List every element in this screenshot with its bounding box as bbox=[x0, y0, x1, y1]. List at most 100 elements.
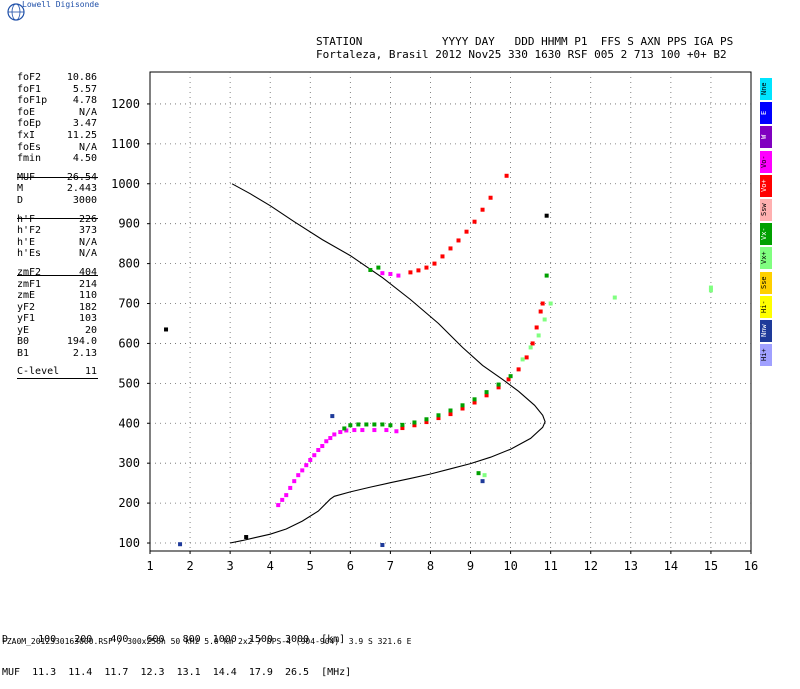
param-label: D bbox=[17, 194, 24, 206]
param-label: foF2 bbox=[17, 72, 42, 83]
y-tick-labels: 100 200 300 400 500 600 700 800 900 1000 1100 1200 bbox=[111, 97, 140, 550]
echo-point bbox=[364, 422, 369, 427]
param-divider bbox=[17, 218, 98, 219]
x-tick-label: 14 bbox=[664, 559, 678, 573]
param-value: 4.78 bbox=[72, 95, 97, 107]
param-row: D 3000 bbox=[17, 195, 97, 207]
echo-point bbox=[506, 377, 511, 382]
echo-point bbox=[178, 542, 183, 547]
echo-point bbox=[416, 268, 421, 273]
legend-item: Hi+ bbox=[760, 344, 772, 367]
param-row: fxI 11.25 bbox=[17, 130, 97, 142]
echo-point bbox=[288, 485, 293, 490]
echo-point bbox=[436, 413, 441, 418]
y-tick-label: 1200 bbox=[111, 97, 140, 111]
param-row: h'F 226 bbox=[17, 214, 97, 226]
echo-point bbox=[276, 503, 281, 508]
y-tick-label: 1100 bbox=[111, 137, 140, 151]
param-label: h'E bbox=[17, 236, 36, 248]
param-value: 5.57 bbox=[72, 83, 97, 95]
echo-point bbox=[460, 403, 465, 408]
scaled-parameters: foF2 10.86 foF1 5.57 foF1p 4.78 foE N/A foEp 3.47… bbox=[17, 72, 97, 377]
x-tick-label: 12 bbox=[584, 559, 598, 573]
param-row: foF2 10.86 bbox=[17, 72, 97, 84]
x-tick-label: 8 bbox=[427, 559, 434, 573]
brand-name: Lowell Digisonde bbox=[22, 0, 100, 9]
echo-point bbox=[448, 412, 453, 417]
param-divider bbox=[17, 378, 98, 379]
echo-point bbox=[544, 273, 549, 278]
muf-table-muf-row: MUF 11.3 11.4 11.7 12.3 13.1 14.4 17.9 2… bbox=[2, 667, 352, 678]
param-label: yF1 bbox=[17, 313, 36, 325]
echo-point bbox=[536, 333, 541, 338]
y-tick-label: 200 bbox=[118, 496, 140, 510]
param-value: 3.47 bbox=[72, 118, 97, 130]
echo-point bbox=[384, 428, 389, 433]
header-values: Fortaleza, Brasil 2012 Nov25 330 1630 RS… bbox=[316, 48, 727, 61]
param-value: 10.86 bbox=[66, 72, 97, 83]
param-value: 404 bbox=[78, 266, 97, 278]
echo-point bbox=[516, 367, 521, 372]
param-row: C-level 11 bbox=[17, 366, 97, 378]
x-tick-label: 10 bbox=[503, 559, 517, 573]
param-label: foF1 bbox=[17, 83, 42, 95]
echo-point bbox=[408, 270, 413, 275]
echo-point bbox=[544, 213, 549, 218]
echo-point bbox=[708, 285, 713, 290]
param-value: 4.50 bbox=[72, 153, 97, 165]
param-value: 373 bbox=[78, 225, 97, 237]
x-tick-label: 7 bbox=[387, 559, 394, 573]
echo-point bbox=[482, 473, 487, 478]
param-label: foE bbox=[17, 106, 36, 118]
param-row: h'Es N/A bbox=[17, 248, 97, 260]
echo-point bbox=[316, 448, 321, 453]
legend-item: Hi- bbox=[760, 295, 772, 318]
echo-point bbox=[448, 246, 453, 251]
param-label: foF1p bbox=[17, 95, 48, 107]
echo-point bbox=[480, 207, 485, 212]
echo-point bbox=[372, 422, 377, 427]
echo-point bbox=[480, 479, 485, 484]
echo-point bbox=[332, 432, 337, 437]
param-row: M 2.443 bbox=[17, 183, 97, 195]
param-row: yF1 103 bbox=[17, 313, 97, 325]
x-tick-label: 11 bbox=[543, 559, 557, 573]
globe-icon bbox=[7, 3, 25, 21]
param-value: 110 bbox=[78, 290, 97, 302]
param-row: foEp 3.47 bbox=[17, 118, 97, 130]
y-tick-label: 1000 bbox=[111, 177, 140, 191]
param-label: foEs bbox=[17, 141, 42, 153]
echo-point bbox=[530, 341, 535, 346]
y-tick-label: 900 bbox=[118, 217, 140, 231]
echo-point bbox=[394, 429, 399, 434]
echo-point bbox=[244, 535, 249, 540]
echo-point bbox=[538, 309, 543, 314]
echo-point bbox=[456, 238, 461, 243]
echo-point bbox=[412, 420, 417, 425]
grid bbox=[147, 72, 752, 554]
y-tick-label: 400 bbox=[118, 416, 140, 430]
echo-point bbox=[520, 357, 525, 362]
echo-point bbox=[330, 414, 335, 419]
param-row: zmF2 404 bbox=[17, 267, 97, 279]
legend-item: Vo+ bbox=[760, 174, 772, 197]
echo-point bbox=[484, 393, 489, 398]
echo-point bbox=[338, 430, 343, 435]
echo-point bbox=[708, 288, 713, 293]
legend-item: Nne bbox=[760, 78, 772, 100]
echo-point bbox=[484, 390, 489, 395]
echo-point bbox=[432, 261, 437, 266]
y-tick-label: 700 bbox=[118, 297, 140, 311]
param-label: fmin bbox=[17, 153, 42, 165]
echo-point bbox=[496, 385, 501, 390]
echo-point bbox=[440, 254, 445, 259]
x-tick-label: 2 bbox=[186, 559, 193, 573]
param-label: B1 bbox=[17, 348, 30, 360]
echo-point bbox=[356, 422, 361, 427]
param-label: zmF1 bbox=[17, 278, 42, 290]
param-value: N/A bbox=[78, 248, 97, 260]
echo-point bbox=[312, 453, 317, 458]
echo-point bbox=[612, 295, 617, 300]
echo-point bbox=[372, 428, 377, 433]
param-value: 2.13 bbox=[72, 348, 97, 360]
